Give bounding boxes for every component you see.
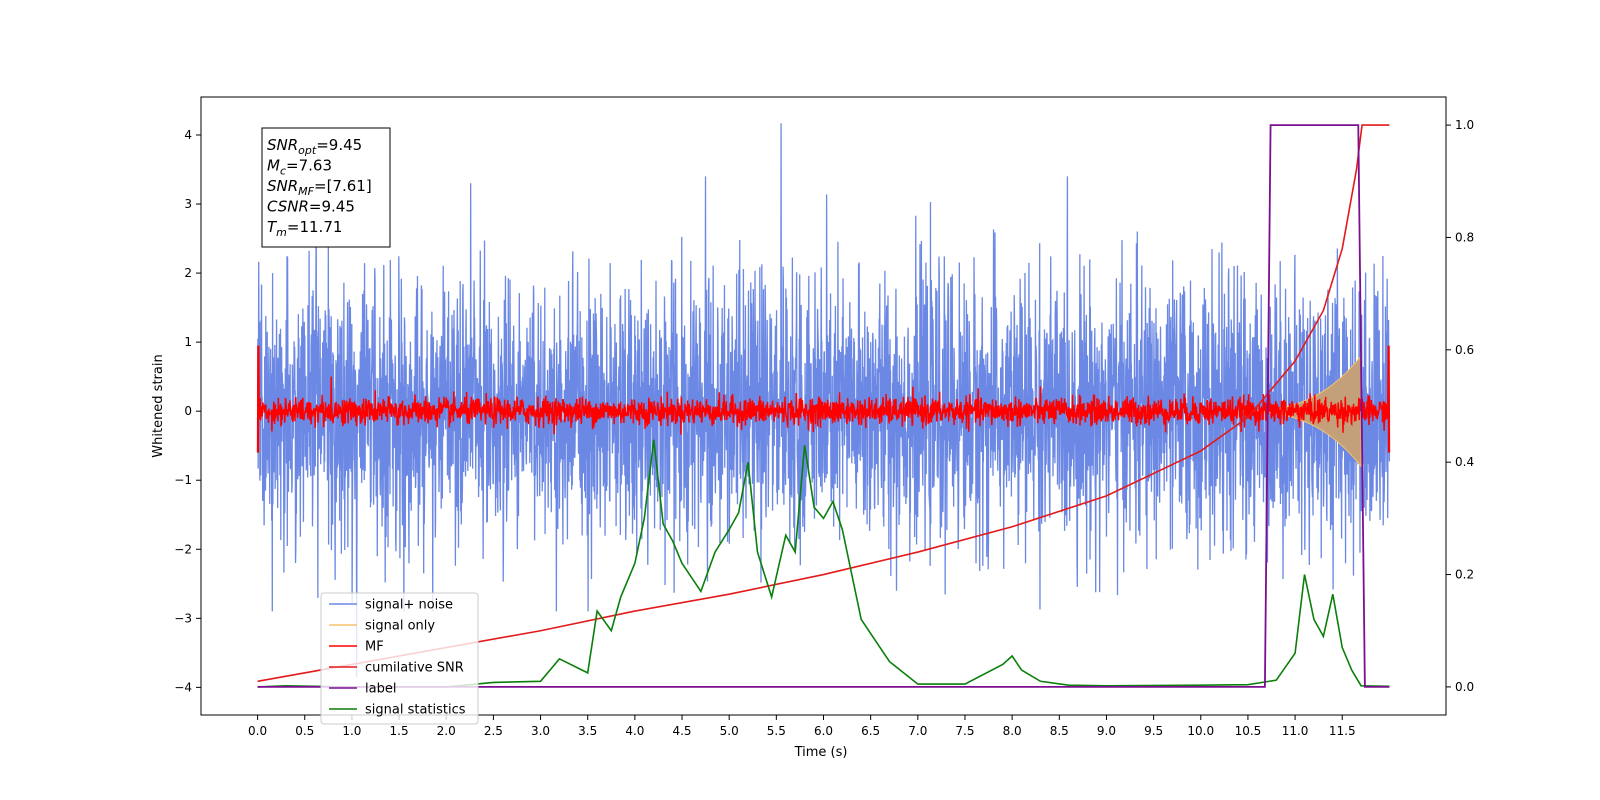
x-tick-label: 0.0 (248, 724, 267, 738)
x-tick-label: 9.5 (1144, 724, 1163, 738)
legend-label: label (365, 682, 396, 697)
y2-tick-label: 0.6 (1455, 343, 1474, 357)
series-signal-noise (256, 123, 1391, 678)
x-tick-label: 2.5 (484, 724, 503, 738)
y-tick-label: −2 (174, 542, 192, 556)
x-axis-label: Time (s) (794, 745, 848, 760)
x-tick-label: 6.5 (861, 724, 880, 738)
x-tick-label: 9.0 (1097, 724, 1116, 738)
legend: signal+ noise signal only MF cumilative SNR… (320, 592, 479, 725)
series-label (257, 124, 1390, 688)
x-tick-label: 7.0 (908, 724, 927, 738)
x-axis: 0.0 0.5 1.0 1.5 2.0 2.5 3.0 3.5 4.0 4.5 5.0 5.5 6.0 6… (248, 715, 1356, 738)
x-tick-label: 7.5 (955, 724, 974, 738)
x-tick-label: 11.0 (1282, 724, 1309, 738)
y-tick-label: 3 (184, 197, 192, 211)
x-tick-label: 8.5 (1050, 724, 1069, 738)
y2-tick-label: 0.4 (1455, 455, 1474, 469)
y-tick-label: −3 (174, 611, 192, 625)
y2-tick-label: 1.0 (1455, 118, 1474, 132)
y-axis-label: Whitened strain (151, 354, 166, 457)
x-tick-label: 3.5 (578, 724, 597, 738)
annotation-line: Tm=11.71 (267, 218, 342, 239)
annotation-line: CSNR=9.45 (267, 198, 355, 216)
x-tick-label: 10.0 (1187, 724, 1214, 738)
x-tick-label: 11.5 (1329, 724, 1356, 738)
x-tick-label: 5.5 (767, 724, 786, 738)
annotation-line: SNRMF=[7.61] (267, 177, 372, 198)
annotation-line: Mc=7.63 (267, 157, 332, 178)
y-tick-label: −1 (174, 473, 192, 487)
legend-label: cumilative SNR (365, 661, 464, 676)
series-cumulative-snr (257, 124, 1390, 683)
x-tick-label: 0.5 (295, 724, 314, 738)
y2-tick-label: 0.2 (1455, 568, 1474, 582)
x-tick-label: 10.5 (1235, 724, 1262, 738)
y-tick-label: −4 (174, 680, 192, 694)
x-tick-label: 8.0 (1003, 724, 1022, 738)
y-tick-label: 4 (184, 128, 192, 142)
annotation-line: SNRopt=9.45 (267, 136, 362, 157)
y2-tick-label: 0.0 (1455, 680, 1474, 694)
series-signal-statistics (257, 439, 1390, 688)
x-tick-label: 6.0 (814, 724, 833, 738)
y-tick-label: 0 (184, 404, 192, 418)
legend-label: signal only (365, 619, 435, 634)
y-axis-left: −4 −3 −2 −1 0 1 2 3 4 (174, 128, 201, 694)
legend-label: MF (365, 640, 384, 655)
x-tick-label: 1.0 (342, 724, 361, 738)
x-tick-label: 5.0 (720, 724, 739, 738)
y2-tick-label: 0.8 (1455, 230, 1474, 244)
y-axis-right: 0.0 0.2 0.4 0.6 0.8 1.0 (1446, 118, 1474, 694)
x-tick-label: 4.0 (625, 724, 644, 738)
series-mf (256, 345, 1391, 453)
y-tick-label: 1 (184, 335, 192, 349)
plot-area (256, 123, 1391, 688)
x-tick-label: 2.0 (437, 724, 456, 738)
y-tick-label: 2 (184, 266, 192, 280)
x-tick-label: 1.5 (390, 724, 409, 738)
legend-label: signal+ noise (365, 598, 453, 613)
x-tick-label: 3.0 (531, 724, 550, 738)
x-tick-label: 4.5 (672, 724, 691, 738)
legend-label: signal statistics (365, 703, 466, 718)
